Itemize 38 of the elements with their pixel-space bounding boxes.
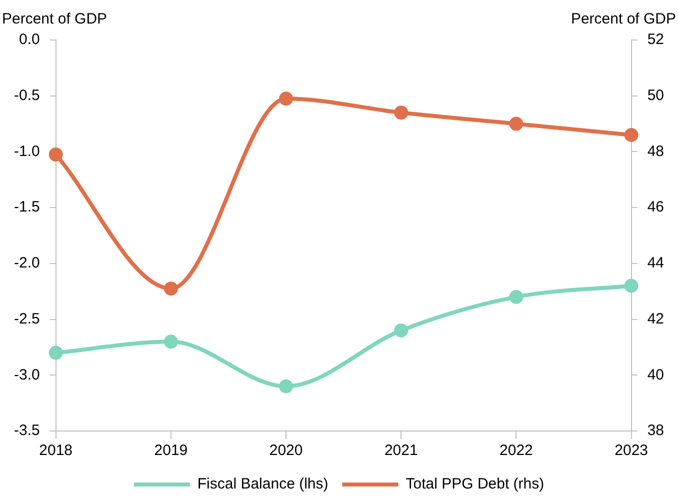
y2-axis-title: Percent of GDP: [570, 10, 676, 28]
y2-tick-label: 50: [647, 87, 664, 104]
legend-label: Fiscal Balance (lhs): [197, 476, 328, 493]
y-tick-label: -0.5: [14, 87, 40, 104]
x-tick-label: 2020: [269, 442, 303, 460]
legend-label: Total PPG Debt (rhs): [406, 476, 544, 493]
x-tick-label: 2021: [384, 442, 418, 460]
y-tick-label: -3.0: [14, 366, 40, 384]
y-tick-label: -3.5: [14, 422, 40, 440]
y-tick-label: -1.5: [14, 198, 40, 216]
x-tick-label: 2023: [614, 442, 648, 460]
y-tick-label: -2.0: [14, 254, 40, 272]
y2-tick-label: 44: [647, 254, 664, 272]
point: [624, 278, 638, 293]
x-tick-label: 2019: [154, 442, 188, 460]
point: [48, 346, 63, 360]
point: [509, 116, 524, 131]
y-tick-label: -1.0: [14, 142, 40, 160]
y2-tick-label: 42: [647, 310, 664, 328]
point: [624, 128, 638, 142]
y2-tick-label: 48: [647, 142, 664, 160]
y2-tick-label: 52: [647, 31, 664, 48]
point: [164, 334, 178, 349]
point: [48, 148, 63, 162]
x-tick-label: 2022: [500, 442, 533, 460]
point: [279, 92, 294, 106]
x-tick-label: 2018: [39, 442, 73, 460]
y-axis-title: Percent of GDP: [2, 10, 108, 28]
y-tick-label: 0.0: [18, 31, 40, 48]
point: [394, 323, 408, 338]
point: [164, 282, 178, 296]
y2-tick-label: 40: [647, 366, 664, 384]
y2-tick-label: 38: [647, 422, 664, 440]
y-tick-label: -2.5: [14, 310, 40, 328]
y2-tick-label: 46: [647, 198, 664, 216]
point: [509, 290, 524, 304]
point: [279, 379, 294, 394]
point: [394, 106, 408, 120]
